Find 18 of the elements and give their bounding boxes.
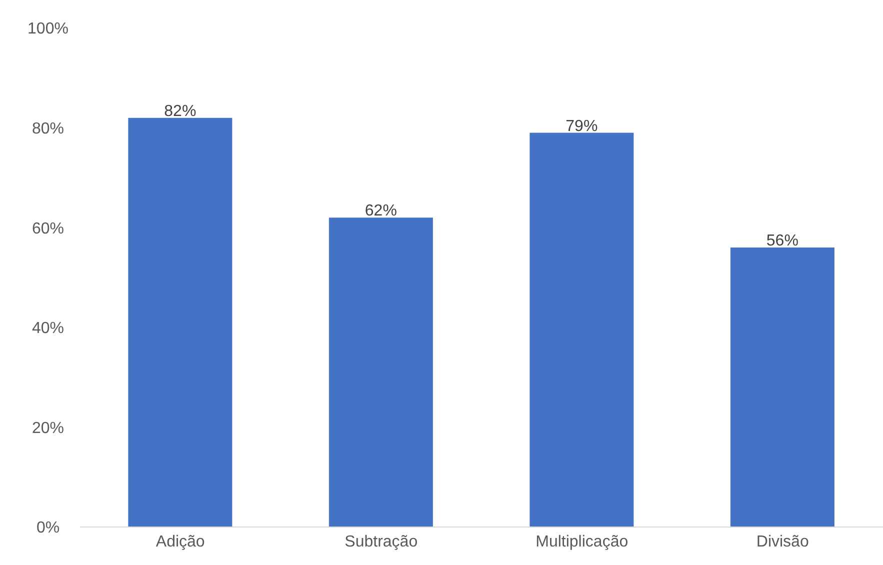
bar: [128, 118, 232, 527]
data-label: 62%: [364, 202, 397, 220]
y-tick-label: 40%: [32, 320, 64, 338]
data-label: 56%: [766, 232, 798, 250]
y-tick-label: 60%: [32, 220, 64, 238]
bar: [328, 218, 433, 527]
x-tick-label: Multiplicação: [536, 533, 628, 550]
x-tick-label: Adição: [156, 533, 205, 550]
bar: [530, 132, 634, 527]
bar: [730, 248, 834, 527]
x-tick-label: Subtração: [344, 533, 418, 550]
x-tick-label: Divisão: [756, 533, 809, 550]
data-label: 79%: [566, 118, 598, 135]
y-tick-label: 20%: [32, 420, 64, 437]
data-label: 82%: [164, 102, 196, 120]
y-tick-label: 0%: [36, 520, 60, 537]
y-tick-label: 80%: [32, 120, 64, 138]
y-tick-label: 100%: [28, 20, 68, 38]
